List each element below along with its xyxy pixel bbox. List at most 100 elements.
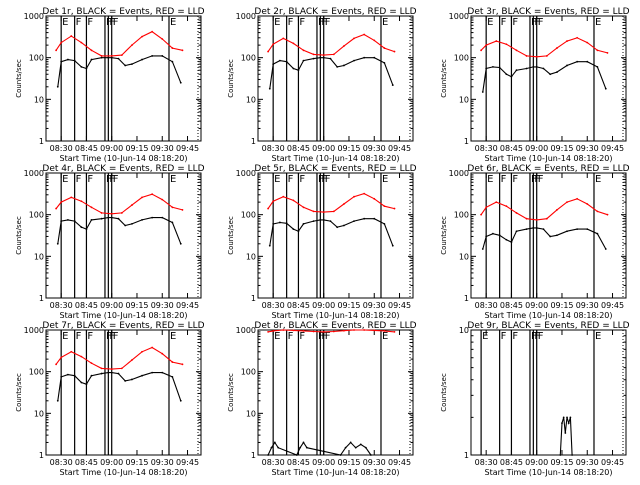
flag-label: F xyxy=(288,174,294,185)
x-tick-label: 08:45 xyxy=(500,301,523,310)
series-point xyxy=(322,211,325,214)
x-tick-label: 09:30 xyxy=(151,301,174,310)
series-point xyxy=(297,69,300,72)
series-point xyxy=(117,217,120,220)
series-point xyxy=(556,71,558,74)
flag-label: F xyxy=(534,174,540,185)
plot-frame xyxy=(470,329,627,456)
series-point xyxy=(117,57,120,60)
y-axis-label: Counts/sec xyxy=(227,373,235,412)
series-point xyxy=(267,50,270,53)
series-point xyxy=(481,248,484,250)
x-tick-label: 09:00 xyxy=(312,144,335,153)
x-axis-label: Start Time (10-Jun-14 08:18:20) xyxy=(272,154,400,163)
series-point xyxy=(56,85,59,88)
series-point xyxy=(151,216,154,219)
detector-panel: Det 5r, BLACK = Events, RED = LLD 1 10 100 1… xyxy=(227,164,417,320)
flag-label: E xyxy=(595,174,601,185)
series-point xyxy=(131,223,133,225)
flag-label: E xyxy=(595,17,601,28)
x-axis-label: Start Time (10-Jun-14 08:18:20) xyxy=(60,154,188,163)
flag-label: F xyxy=(325,174,331,185)
series-point xyxy=(492,66,494,68)
x-tick-label: 09:00 xyxy=(312,458,335,467)
y-tick-label: 1 xyxy=(39,294,44,303)
series-point xyxy=(566,416,568,419)
x-tick-label: 09:00 xyxy=(525,144,548,153)
y-tick-label: 1000 xyxy=(236,326,256,335)
series-point xyxy=(67,58,69,61)
series-point xyxy=(100,217,103,220)
series-point xyxy=(363,217,366,220)
y-tick-label: 10 xyxy=(459,95,469,104)
series-point xyxy=(525,228,528,231)
series-point xyxy=(100,56,103,59)
y-tick-label: 1000 xyxy=(24,326,44,335)
y-tick-label: 100 xyxy=(454,211,469,220)
series-point xyxy=(485,206,488,209)
x-tick-label: 08:45 xyxy=(75,144,98,153)
series-point xyxy=(279,221,281,224)
x-axis-label: Start Time (10-Jun-14 08:18:20) xyxy=(485,311,613,320)
series-point xyxy=(586,203,589,205)
detector-panel: Det 7r, BLACK = Events, RED = LLD 1 10 100 1… xyxy=(15,321,205,477)
flag-label: F xyxy=(113,17,119,28)
x-axis-label: Start Time (10-Jun-14 08:18:20) xyxy=(485,154,613,163)
series-point xyxy=(73,59,76,62)
series-point xyxy=(151,55,154,57)
series-line xyxy=(55,31,183,57)
series-line xyxy=(57,217,182,245)
series-point xyxy=(353,59,355,62)
series-point xyxy=(179,242,182,245)
series-point xyxy=(586,41,589,44)
series-point xyxy=(353,329,355,331)
plot-frame xyxy=(45,172,202,299)
detector-panel: Det 1r, BLACK = Events, RED = LLD 1 10 100 1… xyxy=(15,7,205,163)
series-point xyxy=(569,416,572,419)
series-point xyxy=(141,35,143,38)
series-point xyxy=(393,331,396,333)
series-point xyxy=(67,373,69,376)
series-point xyxy=(110,55,113,57)
series-point xyxy=(391,244,394,247)
series-point xyxy=(70,196,73,199)
series-point xyxy=(161,38,164,40)
series-point xyxy=(312,210,315,213)
series-point xyxy=(85,228,88,231)
flag-label: F xyxy=(87,174,93,185)
series-point xyxy=(566,201,568,204)
flag-label: E xyxy=(170,331,176,342)
series-point xyxy=(485,235,488,238)
series-point xyxy=(322,56,325,59)
y-tick-label: 100 xyxy=(241,211,256,220)
series-point xyxy=(110,212,113,215)
y-tick-label: 1000 xyxy=(449,12,469,21)
x-tick-label: 08:45 xyxy=(75,301,98,310)
series-line xyxy=(559,417,573,456)
series-point xyxy=(363,192,366,195)
series-point xyxy=(349,441,352,444)
series-point xyxy=(566,230,568,233)
series-point xyxy=(70,35,73,37)
series-point xyxy=(505,205,508,208)
y-axis-label: Counts/sec xyxy=(440,59,448,98)
flag-label: F xyxy=(538,174,544,185)
flag-label: F xyxy=(318,331,324,342)
series-point xyxy=(80,41,83,44)
series-point xyxy=(495,201,498,204)
series-point xyxy=(343,203,345,205)
series-point xyxy=(373,197,376,200)
series-point xyxy=(363,329,366,331)
y-tick-label: 1000 xyxy=(24,12,44,21)
series-point xyxy=(55,49,58,52)
series-point xyxy=(55,207,58,210)
series-point xyxy=(90,58,93,61)
y-tick-label: 1 xyxy=(464,294,469,303)
x-tick-label: 08:45 xyxy=(287,301,310,310)
series-point xyxy=(564,432,567,434)
x-axis-label: Start Time (10-Jun-14 08:18:20) xyxy=(485,468,613,477)
y-tick-label: 1 xyxy=(39,451,44,460)
flag-label: F xyxy=(321,174,327,185)
series-point xyxy=(336,226,339,229)
